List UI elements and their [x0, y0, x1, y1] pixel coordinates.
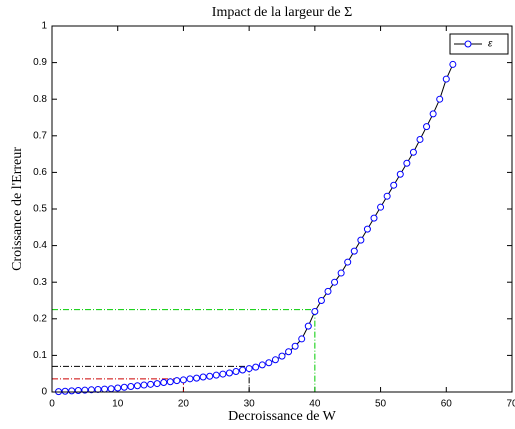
data-point — [436, 95, 444, 103]
x-tick-label: 50 — [375, 399, 387, 410]
data-point — [252, 363, 260, 371]
data-point — [120, 383, 128, 391]
y-tick-label: 0.2 — [33, 313, 47, 324]
data-point — [245, 365, 253, 373]
y-tick-label: 0.8 — [33, 94, 47, 105]
data-point — [271, 356, 279, 364]
data-point — [61, 387, 69, 395]
y-tick-label: 1 — [41, 21, 47, 32]
data-point — [409, 148, 417, 156]
y-tick-label: 0.6 — [33, 167, 47, 178]
data-point — [449, 60, 457, 68]
x-tick-label: 20 — [178, 399, 190, 410]
legend-marker — [464, 40, 472, 48]
data-point — [199, 373, 207, 381]
x-tick-label: 70 — [506, 399, 515, 410]
x-tick-label: 60 — [441, 399, 453, 410]
data-point — [416, 135, 424, 143]
x-tick-label: 30 — [244, 399, 256, 410]
data-point — [324, 287, 332, 295]
data-point — [357, 236, 365, 244]
data-point — [377, 203, 385, 211]
data-point — [265, 359, 273, 367]
data-point — [239, 366, 247, 374]
data-point — [337, 269, 345, 277]
data-point — [298, 335, 306, 343]
x-tick-label: 0 — [49, 399, 55, 410]
data-point — [331, 278, 339, 286]
data-point — [285, 348, 293, 356]
data-point — [114, 384, 122, 392]
y-axis-label: Croissance de l'Erreur — [10, 147, 25, 271]
data-point — [396, 170, 404, 178]
plot-frame — [51, 25, 513, 393]
data-point — [442, 75, 450, 83]
data-point — [344, 258, 352, 266]
data-point — [179, 376, 187, 384]
data-point — [291, 342, 299, 350]
data-point — [423, 123, 431, 131]
y-tick-label: 0.1 — [33, 350, 47, 361]
data-point — [166, 378, 174, 386]
data-point — [173, 377, 181, 385]
x-tick-label: 10 — [112, 399, 124, 410]
y-tick-label: 0.4 — [33, 240, 47, 251]
data-point — [206, 372, 214, 380]
data-point — [101, 385, 109, 393]
data-point — [278, 352, 286, 360]
data-point — [317, 297, 325, 304]
x-tick-label: 40 — [309, 399, 321, 410]
data-point — [193, 374, 201, 382]
data-point — [140, 381, 148, 389]
y-tick-label: 0.3 — [33, 277, 47, 288]
data-point — [153, 380, 161, 388]
data-point — [212, 371, 220, 379]
data-point — [68, 387, 76, 395]
data-point — [258, 361, 266, 369]
data-point — [390, 181, 398, 189]
data-point — [87, 386, 95, 394]
data-point — [383, 192, 391, 200]
data-point — [160, 378, 168, 386]
data-point — [107, 385, 115, 393]
data-point — [311, 307, 319, 315]
chart-title: Impact de la largeur de Σ — [212, 5, 352, 20]
data-point — [232, 368, 240, 376]
data-point — [127, 383, 135, 391]
y-tick-label: 0.5 — [33, 204, 47, 215]
data-point — [74, 387, 82, 395]
legend-label: ε — [488, 39, 493, 50]
data-point — [429, 110, 437, 118]
data-point — [363, 225, 371, 233]
data-point — [225, 369, 233, 377]
data-point — [403, 159, 411, 167]
data-point — [147, 380, 155, 388]
data-point — [370, 214, 378, 222]
data-point — [219, 370, 227, 378]
y-tick-label: 0.7 — [33, 130, 47, 141]
data-point — [350, 247, 358, 255]
y-tick-label: 0 — [41, 387, 47, 398]
y-tick-label: 0.9 — [33, 57, 47, 68]
data-point — [133, 382, 141, 390]
data-point — [304, 322, 312, 330]
data-point — [186, 375, 194, 383]
x-axis-label: Decroissance de W — [228, 409, 337, 424]
